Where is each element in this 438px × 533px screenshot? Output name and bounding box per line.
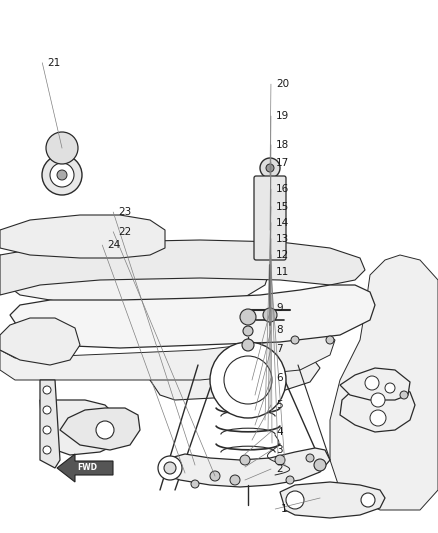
Text: 1: 1 <box>280 504 287 514</box>
Polygon shape <box>40 380 60 468</box>
Circle shape <box>370 410 386 426</box>
Polygon shape <box>330 255 438 510</box>
Text: 3: 3 <box>276 446 283 455</box>
Polygon shape <box>40 400 118 455</box>
Text: 11: 11 <box>276 267 289 277</box>
Text: 19: 19 <box>276 111 289 121</box>
Text: 21: 21 <box>47 58 60 68</box>
Text: 18: 18 <box>276 140 289 150</box>
Polygon shape <box>340 383 415 432</box>
Polygon shape <box>57 454 113 482</box>
Circle shape <box>385 383 395 393</box>
Circle shape <box>46 132 78 164</box>
Polygon shape <box>162 448 330 487</box>
Circle shape <box>266 164 274 172</box>
FancyBboxPatch shape <box>254 176 286 260</box>
Circle shape <box>240 309 256 325</box>
Polygon shape <box>0 318 80 365</box>
Circle shape <box>291 336 299 344</box>
Text: 23: 23 <box>118 207 131 217</box>
Text: 7: 7 <box>276 344 283 354</box>
Polygon shape <box>10 285 375 348</box>
Text: 14: 14 <box>276 218 289 228</box>
Circle shape <box>361 493 375 507</box>
Circle shape <box>42 155 82 195</box>
Text: 15: 15 <box>276 202 289 212</box>
Circle shape <box>43 386 51 394</box>
Circle shape <box>275 455 285 465</box>
Circle shape <box>365 376 379 390</box>
Circle shape <box>400 391 408 399</box>
Text: 13: 13 <box>276 234 289 244</box>
Polygon shape <box>0 250 270 310</box>
Text: 16: 16 <box>276 184 289 194</box>
Text: 9: 9 <box>276 303 283 313</box>
Text: 17: 17 <box>276 158 289 167</box>
Circle shape <box>210 471 220 481</box>
Text: 24: 24 <box>107 240 120 250</box>
Circle shape <box>43 426 51 434</box>
Circle shape <box>306 454 314 462</box>
Text: 20: 20 <box>276 79 289 89</box>
Circle shape <box>43 406 51 414</box>
Polygon shape <box>340 368 410 400</box>
Circle shape <box>314 459 326 471</box>
Text: 6: 6 <box>276 374 283 383</box>
Circle shape <box>224 356 272 404</box>
Circle shape <box>243 326 253 336</box>
Circle shape <box>43 446 51 454</box>
Circle shape <box>191 480 199 488</box>
Polygon shape <box>280 482 385 518</box>
Polygon shape <box>60 408 140 450</box>
Circle shape <box>50 163 74 187</box>
Text: 4: 4 <box>276 427 283 437</box>
Circle shape <box>230 475 240 485</box>
Circle shape <box>158 456 182 480</box>
Circle shape <box>96 421 114 439</box>
Circle shape <box>57 170 67 180</box>
Circle shape <box>240 455 250 465</box>
Text: 2: 2 <box>276 464 283 474</box>
Circle shape <box>286 491 304 509</box>
Circle shape <box>260 158 280 178</box>
Text: FWD: FWD <box>77 464 97 472</box>
Circle shape <box>164 462 176 474</box>
Circle shape <box>286 476 294 484</box>
Text: 22: 22 <box>118 227 131 237</box>
Text: 12: 12 <box>276 250 289 260</box>
Circle shape <box>263 308 277 322</box>
Polygon shape <box>0 240 365 295</box>
Circle shape <box>371 393 385 407</box>
Circle shape <box>326 336 334 344</box>
Polygon shape <box>0 215 165 258</box>
Polygon shape <box>148 355 320 400</box>
Circle shape <box>242 339 254 351</box>
Circle shape <box>210 342 286 418</box>
Polygon shape <box>0 330 335 380</box>
Text: 8: 8 <box>276 326 283 335</box>
Text: 5: 5 <box>276 400 283 410</box>
